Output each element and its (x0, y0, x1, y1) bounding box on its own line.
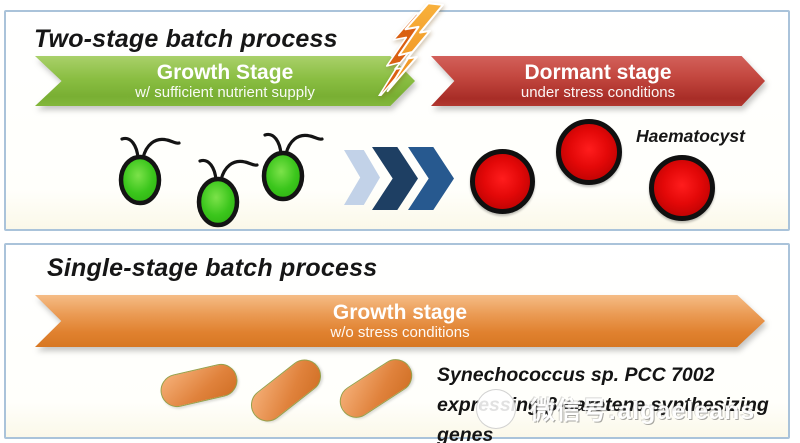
green-motile-cell-icon (118, 136, 181, 206)
watermark-logo-icon (476, 389, 516, 429)
organism-caption: Synechococcus sp. PCC 7002 expressing β-… (437, 360, 793, 443)
organism-caption-line1: Synechococcus sp. PCC 7002 (437, 364, 715, 386)
red-haematocyst-cell-icon (470, 149, 535, 214)
single-growth-arrow-title: Growth stage (332, 301, 468, 324)
wechat-watermark: 微信号:algaeleans (476, 389, 755, 429)
lightning-bolt-icon (377, 2, 444, 96)
growth-stage-arrow-title: Growth Stage (156, 61, 294, 84)
growth-stage-arrow-subtitle: w/ sufficient nutrient supply (135, 84, 315, 101)
growth-stage-arrow: Growth Stage w/ sufficient nutrient supp… (35, 56, 415, 106)
dormant-stage-arrow-subtitle: under stress conditions (520, 84, 676, 101)
haematocyst-label: Haematocyst (636, 126, 745, 146)
two-stage-title: Two-stage batch process (34, 25, 338, 53)
green-motile-cell-icon (261, 132, 324, 202)
dormant-stage-arrow: Dormant stage under stress conditions (431, 56, 765, 106)
single-stage-title: Single-stage batch process (47, 254, 378, 282)
dormant-stage-arrow-title: Dormant stage (524, 61, 672, 84)
single-growth-arrow-subtitle: w/o stress conditions (330, 324, 470, 341)
red-haematocyst-cell-icon (556, 119, 622, 185)
organism-caption-line2: expressing β-carotene synthesizing genes (437, 394, 769, 443)
red-haematocyst-cell-icon (649, 155, 715, 221)
watermark-text: 微信号:algaeleans (530, 397, 756, 425)
single-growth-stage-arrow: Growth stage w/o stress conditions (35, 295, 765, 347)
green-motile-cell-icon (196, 158, 259, 228)
